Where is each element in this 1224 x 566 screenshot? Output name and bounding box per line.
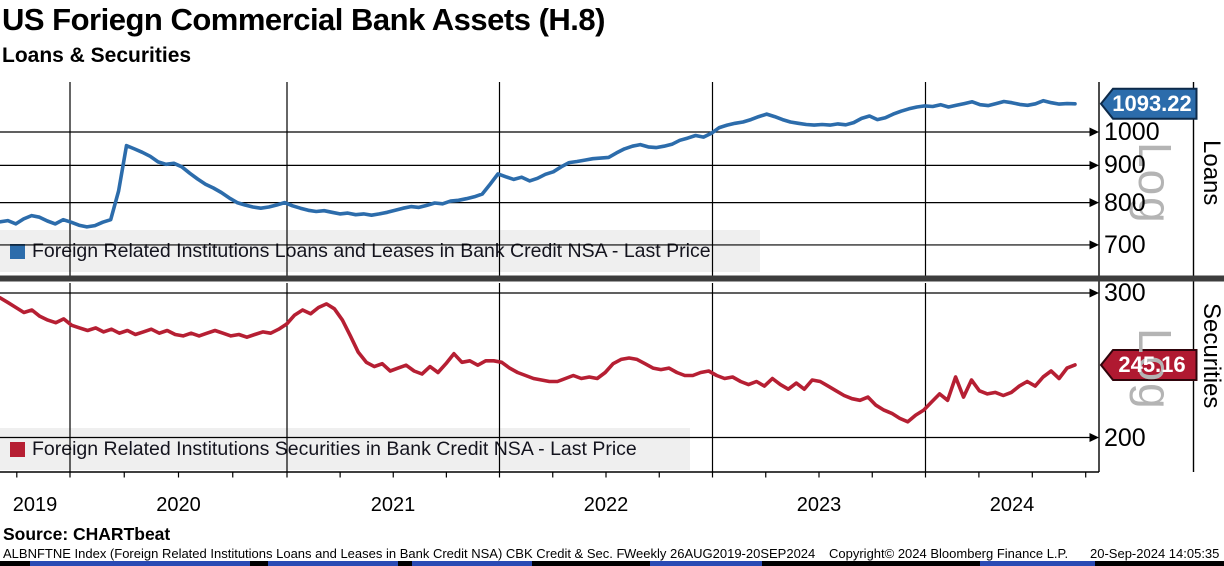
securities-legend: Foreign Related Institutions Securities … [0,428,690,470]
x-axis-year-label: 2024 [989,494,1035,516]
taskbar-fragment [980,561,1095,566]
taskbar-fragment [30,561,250,566]
loans-legend-label: Foreign Related Institutions Loans and L… [32,239,711,262]
x-axis-year-label: 2019 [12,494,58,516]
y-axis-tick-label: 900 [1104,151,1146,180]
taskbar-fragment [650,561,762,566]
securities-legend-label: Foreign Related Institutions Securities … [32,437,637,460]
taskbar-edge [0,561,1224,566]
instrument-description: ALBNFTNE Index (Foreign Related Institut… [3,546,625,561]
period-label: Weekly 26AUG2019-20SEP2024 [624,546,816,561]
timestamp-label: 20-Sep-2024 14:05:35 [1090,546,1220,561]
y-axis-tick-label: 200 [1104,423,1146,452]
x-axis-year-label: 2021 [370,494,416,516]
page-subtitle: Loans & Securities [2,44,192,67]
taskbar-fragment [268,561,398,566]
securities-axis-title: Securities [1198,303,1224,409]
copyright-label: Copyright© 2024 Bloomberg Finance L.P. [829,546,1069,561]
fine-print-row: ALBNFTNE Index (Foreign Related Institut… [0,546,1224,562]
y-axis-tick-label: 1000 [1104,118,1160,146]
loans-last-price-flag: 1093.22 [1112,90,1192,116]
y-axis-tick-label: 800 [1104,188,1146,217]
loans-axis-title: Loans [1198,140,1224,206]
loans-legend: Foreign Related Institutions Loans and L… [0,230,760,272]
page-title: US Foriegn Commercial Bank Assets (H.8) [2,2,605,37]
x-axis-year-label: 2020 [156,494,201,516]
securities-legend-swatch-icon [10,441,25,457]
loans-legend-swatch-icon [10,243,25,259]
loans-log-scale-label: Log [1129,142,1181,225]
y-axis-tick-label: 700 [1104,230,1146,259]
y-axis-tick-label: 300 [1104,279,1146,307]
taskbar-fragment [412,561,532,566]
source-label: Source: CHARTbeat [3,524,171,544]
securities-last-price-flag: 245.16 [1118,351,1186,377]
x-axis-year-label: 2023 [796,494,842,516]
x-axis-year-label: 2022 [583,494,629,516]
